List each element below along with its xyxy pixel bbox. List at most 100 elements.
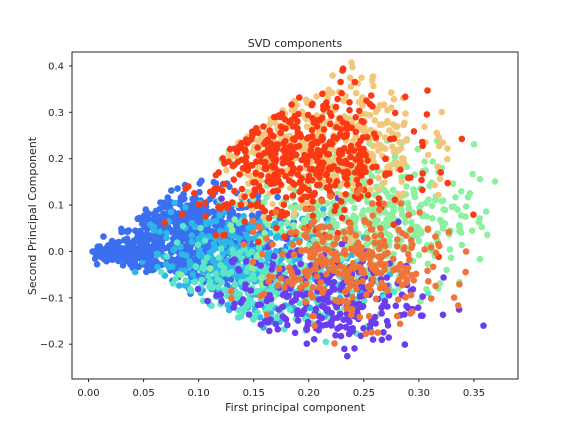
scatter-point <box>237 201 245 208</box>
scatter-point <box>217 291 224 299</box>
scatter-point <box>320 126 328 133</box>
scatter-point <box>432 249 440 257</box>
scatter-point <box>261 318 269 325</box>
scatter-point <box>302 246 309 254</box>
scatter-point <box>292 203 300 211</box>
scatter-point <box>118 225 125 233</box>
scatter-point <box>265 278 272 285</box>
scatter-point <box>330 267 337 274</box>
scatter-point <box>250 316 257 323</box>
scatter-point <box>234 314 242 321</box>
scatter-point <box>356 107 363 115</box>
scatter-point <box>331 240 339 248</box>
scatter-point <box>444 155 451 163</box>
scatter-point <box>282 316 290 323</box>
scatter-point <box>478 223 486 231</box>
scatter-point <box>173 232 180 240</box>
scatter-point <box>390 255 397 263</box>
scatter-point <box>122 257 130 264</box>
scatter-point <box>329 72 336 79</box>
scatter-point <box>347 245 355 253</box>
scatter-point <box>334 95 341 103</box>
scatter-point <box>267 140 275 147</box>
scatter-point <box>294 317 302 324</box>
scatter-point <box>311 322 318 330</box>
scatter-point <box>418 176 425 184</box>
scatter-point <box>458 229 465 236</box>
scatter-point <box>288 268 295 275</box>
scatter-point <box>414 145 422 153</box>
scatter-point <box>348 306 356 313</box>
scatter-point <box>368 200 376 207</box>
scatter-point <box>480 322 487 330</box>
scatter-point <box>297 133 305 141</box>
scatter-point <box>346 325 353 333</box>
scatter-point <box>351 204 358 212</box>
scatter-point <box>272 320 280 328</box>
scatter-point <box>212 171 220 179</box>
y-tick-label: 0.1 <box>48 201 64 212</box>
scatter-point <box>427 244 435 251</box>
scatter-point <box>349 63 356 71</box>
scatter-point <box>310 139 317 147</box>
scatter-point <box>304 272 311 280</box>
scatter-point <box>192 263 200 270</box>
scatter-point <box>323 270 330 278</box>
scatter-point <box>206 278 214 286</box>
scatter-point <box>280 201 288 208</box>
scatter-point <box>347 225 354 232</box>
scatter-point <box>327 165 335 173</box>
scatter-point <box>223 166 230 174</box>
scatter-point <box>245 235 252 242</box>
y-tick-label: 0.2 <box>48 154 64 165</box>
scatter-point <box>328 89 336 96</box>
scatter-point <box>290 251 298 258</box>
scatter-point <box>265 273 273 280</box>
scatter-point <box>281 151 289 159</box>
scatter-point <box>429 215 436 222</box>
x-tick-label: 0.25 <box>353 388 375 399</box>
scatter-point <box>235 143 243 150</box>
scatter-point <box>401 311 408 318</box>
scatter-point <box>206 283 213 291</box>
scatter-point <box>204 297 211 305</box>
scatter-point <box>221 180 229 188</box>
scatter-point <box>390 250 398 258</box>
scatter-point <box>230 176 238 183</box>
scatter-point <box>392 302 400 310</box>
scatter-point <box>337 332 345 340</box>
scatter-point <box>313 119 320 126</box>
scatter-point <box>462 268 469 276</box>
scatter-point <box>359 102 367 109</box>
scatter-point <box>318 314 326 322</box>
scatter-point <box>378 253 386 261</box>
scatter-point <box>225 151 233 159</box>
scatter-point <box>381 134 389 141</box>
scatter-point <box>123 248 130 255</box>
scatter-point <box>371 233 379 240</box>
scatter-point <box>365 312 373 320</box>
scatter-point <box>188 203 195 211</box>
scatter-point <box>125 227 133 234</box>
scatter-point <box>462 248 470 255</box>
scatter-point <box>260 213 268 221</box>
scatter-point <box>326 138 334 146</box>
scatter-point <box>231 281 239 288</box>
scatter-point <box>388 89 395 96</box>
scatter-point <box>373 163 380 171</box>
scatter-point <box>317 252 325 260</box>
scatter-point <box>372 295 380 303</box>
scatter-point <box>403 269 411 276</box>
scatter-point <box>372 264 379 272</box>
scatter-point <box>326 233 334 241</box>
scatter-point <box>182 204 189 211</box>
scatter-point <box>307 253 314 261</box>
scatter-point <box>319 261 327 269</box>
scatter-point <box>249 264 256 272</box>
scatter-point <box>254 301 262 309</box>
scatter-point <box>296 239 303 246</box>
scatter-point <box>163 229 170 237</box>
scatter-point <box>229 208 237 216</box>
scatter-point <box>253 202 260 210</box>
scatter-point <box>219 232 227 239</box>
